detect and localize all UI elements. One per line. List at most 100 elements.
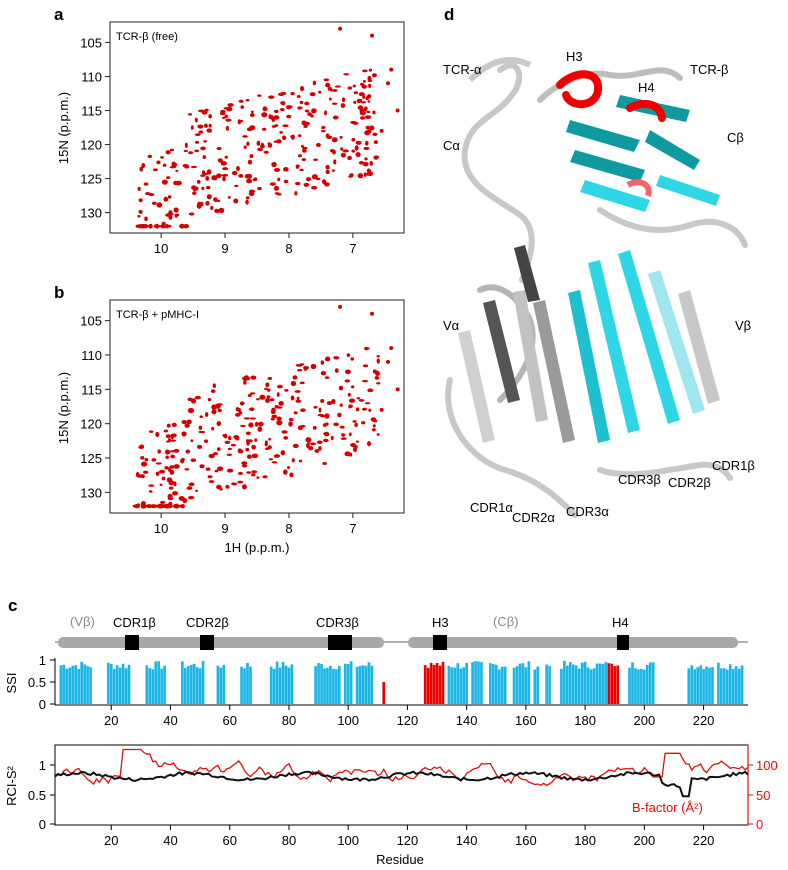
nmr-peak (205, 467, 211, 471)
nmr-peak (216, 147, 222, 151)
nmr-peak (212, 383, 216, 389)
ssi-strand-bar (68, 667, 72, 704)
nmr-peak (233, 198, 239, 204)
nmr-peak (156, 225, 161, 228)
nmr-peak (297, 369, 303, 372)
nmr-peak (273, 109, 279, 114)
nmr-peak (165, 150, 171, 155)
nmr-peak (320, 370, 327, 376)
spectrum-a-label: TCR-β (free) (116, 31, 178, 43)
nmr-peak (185, 449, 191, 454)
nmr-peak (364, 157, 368, 161)
bfactor-legend-label: B-factor (Å²) (632, 800, 703, 815)
label-h3: H3 (566, 49, 583, 64)
ssi-strand-bar (71, 665, 75, 704)
rci-chart: 1 0.5 0 RCI-S² 100 50 0 B-factor (Å²) 20… (4, 744, 778, 867)
x-tick-label: 7 (349, 521, 356, 536)
nmr-peak (257, 186, 262, 191)
y-tick-label: 125 (80, 451, 102, 466)
rci-xticks: 20 40 60 80 100 120 140 160 180 200 220 (104, 825, 714, 848)
nmr-peak (175, 169, 179, 173)
nmr-peak (247, 394, 252, 397)
ssi-strand-bar (648, 662, 652, 704)
nmr-peak (194, 133, 201, 136)
nmr-peak (370, 311, 375, 316)
nmr-peak (148, 193, 155, 197)
nmr-peak (194, 117, 198, 123)
nmr-peak (211, 175, 218, 181)
ssi-strand-bar (536, 666, 540, 704)
nmr-peak (226, 468, 234, 473)
nmr-peak (165, 455, 169, 460)
nmr-peak (292, 443, 299, 449)
x-tick-label: 100 (337, 833, 359, 848)
ssi-strand-bar (699, 665, 702, 704)
nmr-peak (158, 469, 166, 474)
x-tick-label: 8 (285, 241, 292, 256)
nmr-peak (164, 466, 169, 470)
nmr-peak (299, 100, 304, 105)
nmr-peak (210, 389, 216, 394)
ssi-strand-bar (628, 667, 631, 704)
ssi-strand-bar (361, 665, 365, 704)
nmr-peak (299, 363, 305, 366)
x-tick-label: 220 (693, 713, 715, 728)
nmr-peak (311, 185, 318, 190)
label-cdr3-beta: CDR3β (618, 472, 661, 487)
y-tick-label: 105 (80, 314, 102, 329)
panel-letter-b: b (54, 283, 64, 302)
nmr-peak (331, 137, 338, 143)
label-v-beta: Vβ (735, 318, 751, 333)
ssi-strand-bar (500, 666, 504, 704)
spectrum-a-frame (109, 21, 405, 234)
ssi-strand-bar (459, 668, 463, 704)
nmr-peak (263, 150, 269, 154)
nmr-peak (295, 364, 301, 367)
nmr-peak (239, 401, 245, 406)
label-tcr-alpha: TCR-α (443, 62, 482, 77)
nmr-peak (318, 90, 322, 94)
bfactor-tick-50: 50 (756, 788, 770, 803)
nmr-peak (359, 108, 366, 113)
nmr-peak (250, 375, 257, 380)
ssi-strand-bar (201, 661, 205, 704)
nmr-peak (386, 359, 391, 364)
nmr-peak (301, 144, 304, 148)
cdr2-marker (200, 635, 214, 650)
nmr-peak (242, 484, 247, 490)
nmr-peak (355, 152, 361, 158)
nmr-peak (289, 472, 294, 478)
nmr-peak (312, 425, 317, 430)
nmr-peak (192, 191, 197, 196)
nmr-peak (175, 180, 182, 186)
nmr-peak (246, 141, 250, 147)
nmr-peak (354, 422, 358, 427)
ssi-strand-bar (450, 667, 454, 704)
nmr-peak (282, 469, 288, 475)
nmr-peak (254, 421, 259, 427)
ssi-bars (59, 660, 744, 704)
nmr-peak (364, 347, 370, 350)
nmr-peak (212, 406, 216, 411)
nmr-peak (364, 115, 372, 120)
nmr-peak (188, 496, 195, 500)
spectrum-a-yticks: 105 110 115 120 125 130 (80, 35, 110, 221)
label-cdr3-alpha: CDR3α (566, 504, 609, 519)
x-tick-label: 100 (337, 713, 359, 728)
ssi-strand-bar (364, 665, 368, 704)
nmr-peak (194, 149, 199, 153)
nmr-peak (347, 155, 352, 161)
y-tick-label: 120 (80, 138, 102, 153)
rci-ylabel: RCI-S² (4, 765, 19, 805)
nmr-peak (319, 414, 326, 418)
nmr-peak (305, 442, 310, 449)
nmr-peak (165, 449, 170, 455)
ssi-strand-bar (115, 665, 119, 704)
nmr-peak (274, 167, 281, 172)
domain-map: (Vβ) (Cβ) CDR1β CDR2β CDR3β H3 H4 (55, 614, 748, 650)
x-tick-label: 140 (456, 833, 478, 848)
spectrum-b-yticks: 105 110 115 120 125 130 (80, 314, 110, 500)
nmr-peak (234, 184, 239, 188)
nmr-peak (341, 433, 346, 437)
ssi-strand-bar (518, 663, 522, 704)
